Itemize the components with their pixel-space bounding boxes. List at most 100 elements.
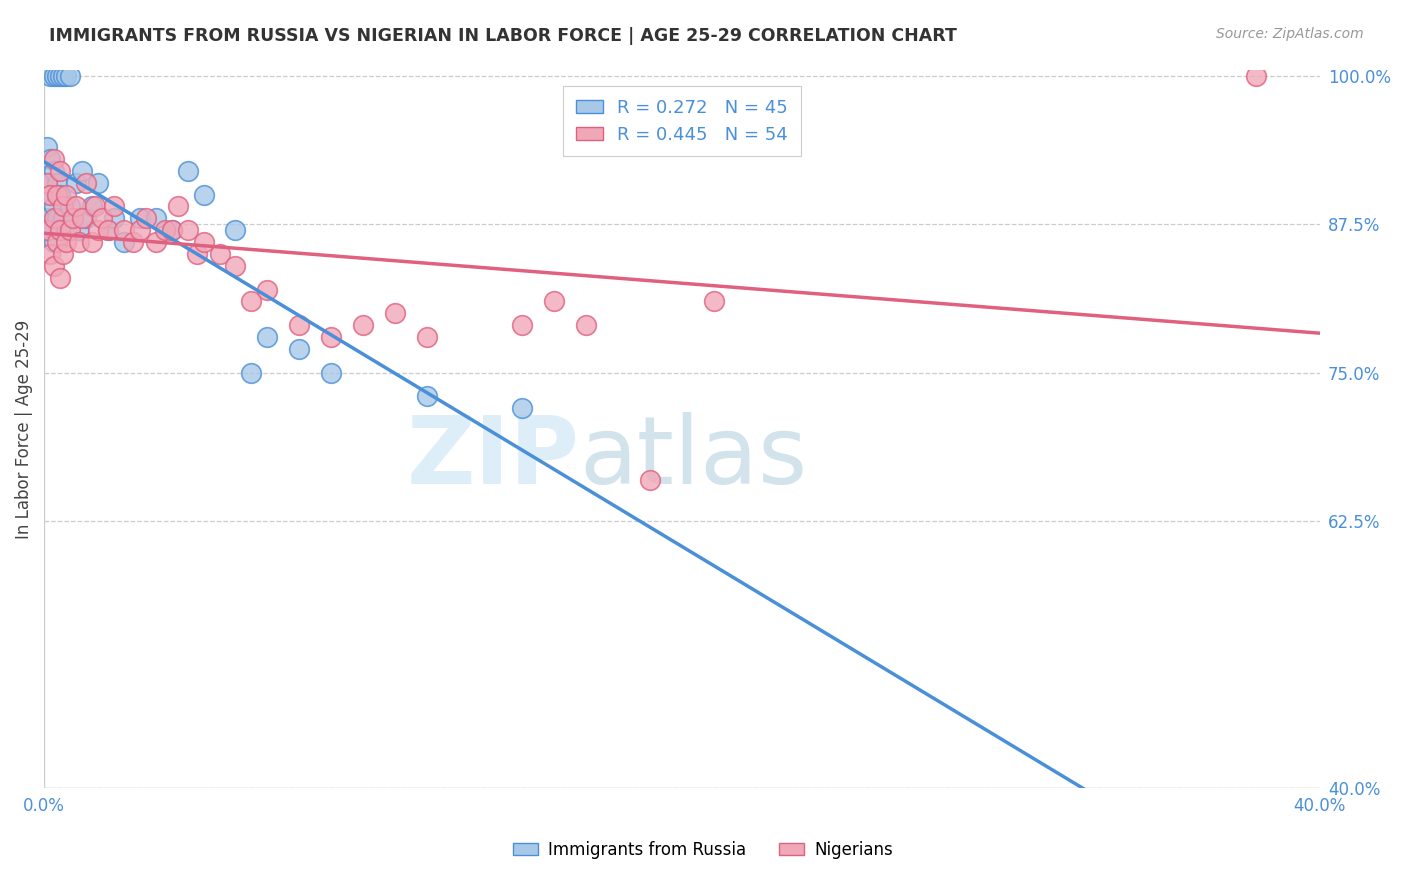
Point bbox=[112, 223, 135, 237]
Point bbox=[75, 211, 97, 226]
Point bbox=[42, 163, 65, 178]
Point bbox=[97, 223, 120, 237]
Point bbox=[512, 318, 534, 333]
Point bbox=[45, 176, 67, 190]
Point bbox=[37, 176, 59, 190]
Point bbox=[543, 294, 565, 309]
Point bbox=[55, 187, 77, 202]
Point bbox=[103, 211, 125, 226]
Point bbox=[52, 199, 75, 213]
Point bbox=[39, 187, 62, 202]
Point bbox=[240, 366, 263, 380]
Point bbox=[122, 235, 145, 249]
Point bbox=[65, 199, 87, 213]
Point bbox=[193, 187, 215, 202]
Point bbox=[45, 69, 67, 83]
Point bbox=[52, 211, 75, 226]
Point bbox=[37, 176, 59, 190]
Point bbox=[240, 294, 263, 309]
Point bbox=[39, 187, 62, 202]
Point bbox=[256, 330, 278, 344]
Point bbox=[67, 223, 90, 237]
Point bbox=[80, 235, 103, 249]
Point bbox=[52, 69, 75, 83]
Point bbox=[160, 223, 183, 237]
Point bbox=[80, 199, 103, 213]
Point bbox=[103, 199, 125, 213]
Point bbox=[55, 69, 77, 83]
Point bbox=[319, 330, 342, 344]
Point bbox=[155, 223, 177, 237]
Point bbox=[42, 235, 65, 249]
Point bbox=[145, 211, 167, 226]
Point bbox=[52, 247, 75, 261]
Point bbox=[37, 211, 59, 226]
Point bbox=[176, 163, 198, 178]
Point bbox=[224, 223, 246, 237]
Point bbox=[87, 176, 110, 190]
Point bbox=[384, 306, 406, 320]
Point bbox=[45, 235, 67, 249]
Point bbox=[176, 223, 198, 237]
Point bbox=[193, 235, 215, 249]
Point bbox=[39, 223, 62, 237]
Point bbox=[84, 199, 107, 213]
Point bbox=[67, 235, 90, 249]
Point bbox=[42, 211, 65, 226]
Point bbox=[55, 223, 77, 237]
Point bbox=[256, 283, 278, 297]
Point bbox=[160, 223, 183, 237]
Point bbox=[42, 152, 65, 166]
Point bbox=[59, 223, 82, 237]
Point bbox=[703, 294, 725, 309]
Point bbox=[59, 69, 82, 83]
Point bbox=[45, 187, 67, 202]
Point bbox=[128, 211, 150, 226]
Point bbox=[167, 199, 190, 213]
Point bbox=[288, 342, 311, 356]
Point bbox=[49, 223, 72, 237]
Point bbox=[49, 223, 72, 237]
Point bbox=[37, 223, 59, 237]
Point bbox=[75, 176, 97, 190]
Point bbox=[90, 211, 112, 226]
Point bbox=[145, 235, 167, 249]
Point bbox=[319, 366, 342, 380]
Point bbox=[59, 199, 82, 213]
Point bbox=[208, 247, 231, 261]
Point bbox=[62, 211, 84, 226]
Point bbox=[39, 152, 62, 166]
Point bbox=[72, 211, 94, 226]
Text: Source: ZipAtlas.com: Source: ZipAtlas.com bbox=[1216, 27, 1364, 41]
Point bbox=[112, 235, 135, 249]
Point bbox=[42, 69, 65, 83]
Legend: Immigrants from Russia, Nigerians: Immigrants from Russia, Nigerians bbox=[506, 835, 900, 866]
Point bbox=[97, 223, 120, 237]
Point bbox=[42, 259, 65, 273]
Y-axis label: In Labor Force | Age 25-29: In Labor Force | Age 25-29 bbox=[15, 319, 32, 539]
Legend: R = 0.272   N = 45, R = 0.445   N = 54: R = 0.272 N = 45, R = 0.445 N = 54 bbox=[564, 86, 800, 156]
Point bbox=[65, 176, 87, 190]
Point bbox=[72, 163, 94, 178]
Point bbox=[352, 318, 374, 333]
Point bbox=[55, 235, 77, 249]
Point bbox=[45, 211, 67, 226]
Point bbox=[186, 247, 208, 261]
Text: atlas: atlas bbox=[579, 412, 808, 504]
Point bbox=[42, 199, 65, 213]
Point bbox=[135, 211, 157, 226]
Point bbox=[288, 318, 311, 333]
Text: IMMIGRANTS FROM RUSSIA VS NIGERIAN IN LABOR FORCE | AGE 25-29 CORRELATION CHART: IMMIGRANTS FROM RUSSIA VS NIGERIAN IN LA… bbox=[49, 27, 957, 45]
Point bbox=[575, 318, 598, 333]
Point bbox=[416, 330, 439, 344]
Point bbox=[49, 270, 72, 285]
Point bbox=[39, 247, 62, 261]
Point bbox=[39, 69, 62, 83]
Point bbox=[638, 473, 661, 487]
Point bbox=[128, 223, 150, 237]
Point bbox=[49, 163, 72, 178]
Point bbox=[512, 401, 534, 416]
Point bbox=[49, 187, 72, 202]
Text: ZIP: ZIP bbox=[406, 412, 579, 504]
Point bbox=[416, 389, 439, 403]
